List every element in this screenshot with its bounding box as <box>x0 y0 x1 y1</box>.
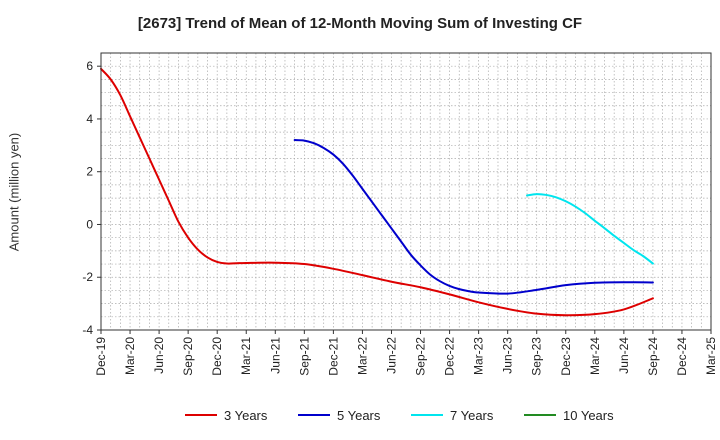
x-tick-label: Sep-24 <box>646 337 660 376</box>
legend-label-10-years: 10 Years <box>563 408 614 423</box>
x-tick-label: Jun-21 <box>268 337 282 374</box>
y-tick-label: -4 <box>82 323 93 337</box>
y-ticks: -4 -2 0 2 4 6 <box>82 59 101 337</box>
x-tick-label: Jun-23 <box>501 337 515 374</box>
x-tick-label: Dec-23 <box>559 337 573 376</box>
y-tick-label: 6 <box>86 59 93 73</box>
x-tick-label: Dec-21 <box>326 337 340 376</box>
legend: 3 Years 5 Years 7 Years 10 Years <box>185 408 614 423</box>
x-tick-label: Mar-21 <box>239 337 253 375</box>
x-tick-label: Jun-20 <box>152 337 166 374</box>
y-tick-label: 2 <box>86 165 93 179</box>
series-lines <box>100 67 654 317</box>
x-ticks: Dec-19 Mar-20 Jun-20 Sep-20 Dec-20 Mar-21 Jun-… <box>94 330 718 376</box>
x-tick-label: Jun-24 <box>617 337 631 374</box>
plot-frame <box>100 52 712 331</box>
x-tick-label: Sep-21 <box>297 337 311 376</box>
legend-label-3-years: 3 Years <box>224 408 268 423</box>
x-tick-label: Mar-24 <box>588 337 602 375</box>
chart-title: [2673] Trend of Mean of 12-Month Moving … <box>137 15 583 32</box>
x-tick-label: Jun-22 <box>384 337 398 374</box>
x-tick-label: Sep-23 <box>530 337 544 376</box>
x-tick-label: Mar-23 <box>472 337 486 375</box>
x-tick-label: Sep-22 <box>414 337 428 376</box>
x-tick-label: Dec-19 <box>94 337 108 376</box>
grid <box>101 53 711 330</box>
y-tick-label: 0 <box>86 217 93 231</box>
x-tick-label: Mar-20 <box>123 337 137 375</box>
x-tick-label: Sep-20 <box>181 337 195 376</box>
y-tick-label: -2 <box>82 270 93 284</box>
legend-label-5-years: 5 Years <box>337 408 381 423</box>
y-tick-label: 4 <box>86 112 93 126</box>
series-line-3-years <box>100 67 654 317</box>
series-line-5-years <box>293 139 654 295</box>
series-line-7-years <box>526 193 654 265</box>
x-tick-label: Dec-20 <box>210 337 224 376</box>
x-tick-label: Mar-22 <box>355 337 369 375</box>
x-tick-label: Mar-25 <box>704 337 718 375</box>
x-tick-label: Dec-22 <box>443 337 457 376</box>
legend-label-7-years: 7 Years <box>450 408 494 423</box>
x-tick-label: Dec-24 <box>675 337 689 376</box>
